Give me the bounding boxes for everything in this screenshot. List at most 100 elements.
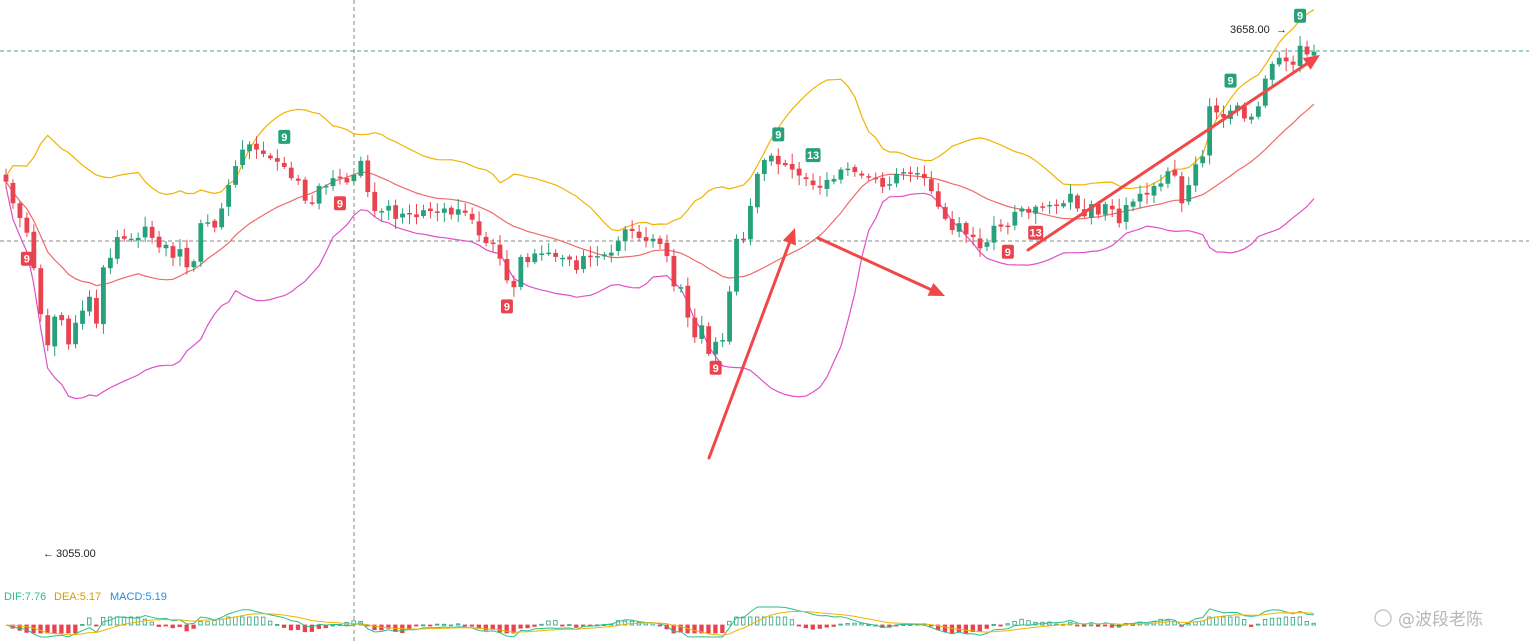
candle-body <box>240 149 245 166</box>
candle-body <box>462 210 468 213</box>
candle-body <box>3 174 9 182</box>
candle <box>1248 113 1254 124</box>
setup-label: 9 <box>500 299 513 314</box>
candle-body <box>316 185 322 204</box>
setup-labels: 9 9 9 9 9 9 13 9 13 9 9 <box>20 8 1307 375</box>
candle <box>156 231 162 253</box>
macd-bar <box>434 623 440 626</box>
macd-legend: DIF:7.76 DEA:5.17 MACD:5.19 <box>4 591 167 603</box>
macd-bar <box>386 624 391 629</box>
candle-body <box>1200 156 1206 164</box>
candle <box>608 244 614 263</box>
candle-body <box>379 211 385 213</box>
candle-body <box>1165 171 1171 184</box>
macd-bar <box>845 623 850 626</box>
macd-bar <box>1012 620 1017 626</box>
candle-body <box>1019 208 1025 212</box>
macd-bar <box>1248 624 1254 627</box>
candle-body <box>1193 164 1199 186</box>
candle <box>956 217 962 238</box>
macd-bar <box>441 623 447 626</box>
candle <box>1130 198 1136 212</box>
macd-bar <box>518 624 523 629</box>
candle <box>1269 61 1275 87</box>
candle-body <box>1047 205 1053 207</box>
macd-bar <box>455 623 461 626</box>
candle <box>1033 204 1039 224</box>
candle-body <box>114 237 120 259</box>
candle <box>31 224 37 271</box>
candle-body <box>525 256 531 263</box>
macd-bar <box>810 624 815 630</box>
macd-bar <box>657 624 662 627</box>
candle <box>295 174 301 186</box>
candle <box>720 332 726 348</box>
candle <box>254 136 259 159</box>
candle-body <box>532 253 538 263</box>
candle-body <box>184 247 190 268</box>
candle <box>748 198 753 246</box>
candle <box>601 251 607 260</box>
macd-bar <box>852 622 857 626</box>
candle <box>1144 182 1150 205</box>
candle <box>10 179 16 209</box>
candle <box>1172 159 1178 178</box>
macd-bar <box>1130 624 1136 627</box>
macd-bar <box>1269 617 1275 626</box>
candle-body <box>1186 185 1192 202</box>
candle-body <box>1158 183 1164 187</box>
candle <box>198 219 204 267</box>
candle <box>170 242 176 267</box>
macd-bar <box>330 624 335 627</box>
macd-bar <box>1075 624 1080 627</box>
candle-body <box>212 220 218 228</box>
candle <box>1165 167 1171 189</box>
candle-body <box>1179 176 1185 204</box>
candle <box>372 182 378 218</box>
setup-label-box <box>500 299 513 314</box>
candle <box>38 264 44 322</box>
candle <box>191 259 197 272</box>
candle-body <box>330 178 336 187</box>
candle-body <box>149 226 155 238</box>
candle <box>212 218 218 233</box>
candle <box>734 234 739 296</box>
candle-body <box>824 179 830 189</box>
watermark: @波段老陈 <box>1374 609 1483 630</box>
macd-bar <box>1186 623 1191 626</box>
candle-body <box>935 191 941 207</box>
macd-bar <box>128 616 134 626</box>
candle-body <box>1297 45 1303 66</box>
candle <box>441 202 447 223</box>
macd-bar <box>80 624 85 626</box>
candle <box>1019 205 1025 218</box>
macd-bar <box>149 621 155 626</box>
candle-body <box>873 177 879 180</box>
high-arrow-icon: → <box>1276 24 1287 36</box>
candle-body <box>678 287 684 289</box>
candle <box>94 289 99 329</box>
macd-bar <box>73 624 78 634</box>
candle <box>615 236 621 256</box>
candle <box>761 158 767 182</box>
candle <box>87 290 92 317</box>
candle-body <box>880 177 886 187</box>
candle <box>184 239 190 275</box>
candle <box>636 224 642 241</box>
candle <box>581 250 586 273</box>
macd-bar <box>309 624 315 632</box>
candle-body <box>323 185 329 188</box>
low-price-label: 3055.00 <box>56 548 96 560</box>
candle <box>73 315 78 349</box>
setup-label: 9 <box>278 129 291 144</box>
candle-body <box>337 176 343 179</box>
candle-body <box>455 209 461 215</box>
candle <box>59 312 65 326</box>
candle-body <box>1255 106 1261 117</box>
candle <box>288 161 294 181</box>
candle-body <box>817 185 823 188</box>
candle-body <box>915 172 920 175</box>
candle-body <box>706 326 712 354</box>
candle-body <box>302 179 308 201</box>
candle-body <box>358 160 364 176</box>
